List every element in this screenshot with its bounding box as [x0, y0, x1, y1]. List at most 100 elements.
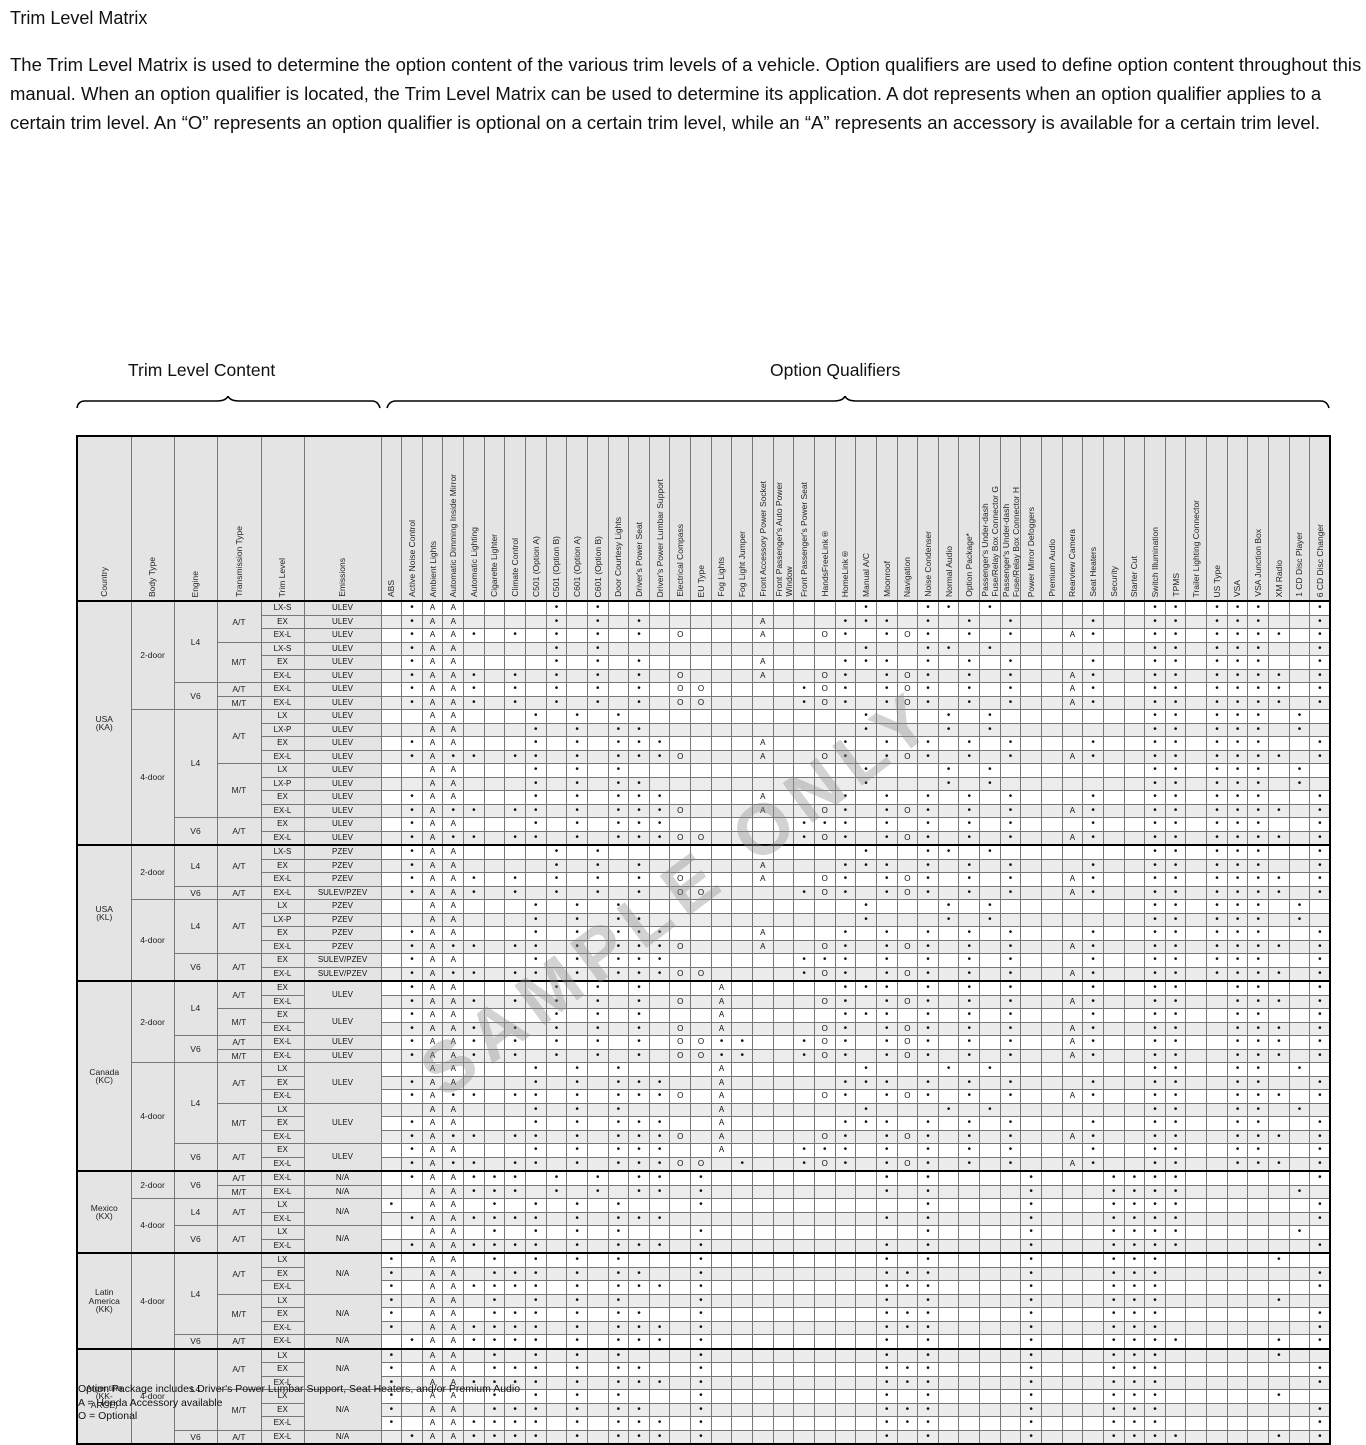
- matrix-cell: •: [875, 803, 898, 818]
- matrix-cell: •: [917, 1198, 939, 1213]
- matrix-cell: O: [896, 1129, 919, 1144]
- matrix-cell: •: [958, 1089, 981, 1104]
- matrix-cell: •: [1268, 668, 1290, 683]
- table-row: EX • A A • • • • • A • • • • • • • • • • • •: [77, 1075, 1331, 1090]
- matrix-cell: •: [607, 1347, 630, 1363]
- matrix-cell: [731, 1266, 754, 1281]
- matrix-cell: [813, 655, 836, 670]
- matrix-cell: •: [1309, 641, 1331, 656]
- matrix-cell: •: [1144, 668, 1166, 683]
- matrix-cell: •: [958, 695, 981, 710]
- matrix-cell: •: [1082, 1008, 1104, 1023]
- matrix-cell: •: [834, 994, 857, 1009]
- matrix-cell: [566, 600, 588, 616]
- matrix-cell: [669, 776, 692, 791]
- matrix-cell: •: [1123, 1375, 1146, 1390]
- matrix-cell: [793, 1075, 815, 1090]
- matrix-cell: [463, 1225, 485, 1240]
- matrix-cell: [401, 1102, 423, 1117]
- matrix-cell: •: [1144, 1102, 1166, 1117]
- matrix-cell: •: [1102, 1307, 1125, 1322]
- emissions-cell: ULEV: [303, 1102, 382, 1144]
- matrix-cell: [607, 628, 630, 643]
- matrix-cell: •: [1309, 790, 1331, 805]
- matrix-cell: [793, 655, 815, 670]
- matrix-cell: •: [566, 926, 588, 941]
- matrix-cell: [937, 1035, 960, 1050]
- matrix-cell: [1268, 763, 1290, 778]
- matrix-cell: •: [566, 722, 588, 737]
- matrix-cell: [648, 722, 671, 737]
- matrix-cell: [958, 1389, 981, 1404]
- matrix-cell: •: [1123, 1429, 1146, 1445]
- matrix-cell: [999, 899, 1022, 914]
- matrix-cell: [690, 709, 712, 724]
- matrix-cell: [731, 749, 754, 764]
- matrix-cell: [1041, 1198, 1063, 1213]
- matrix-cell: •: [463, 1238, 485, 1254]
- matrix-cell: •: [1082, 817, 1104, 832]
- matrix-cell: A: [421, 668, 444, 683]
- matrix-cell: •: [813, 953, 836, 968]
- matrix-cell: [834, 1429, 857, 1445]
- trim-level-cell: EX-L: [260, 695, 305, 710]
- matrix-cell: [1061, 1429, 1084, 1445]
- matrix-cell: [855, 1252, 877, 1268]
- matrix-cell: [1041, 803, 1063, 818]
- matrix-cell: [690, 953, 712, 968]
- matrix-cell: [1288, 1307, 1311, 1322]
- matrix-cell: [793, 899, 815, 914]
- matrix-cell: [545, 1129, 568, 1144]
- matrix-cell: •: [958, 682, 981, 697]
- matrix-cell: •: [566, 912, 588, 927]
- matrix-cell: [1247, 1375, 1270, 1390]
- matrix-cell: [1226, 1293, 1249, 1308]
- matrix-cell: [1020, 803, 1042, 818]
- matrix-cell: [607, 1048, 630, 1063]
- matrix-cell: •: [628, 614, 650, 629]
- option-header-label: XM Radio: [1273, 559, 1284, 597]
- matrix-cell: [772, 1211, 795, 1226]
- matrix-cell: •: [875, 1307, 898, 1322]
- matrix-cell: [731, 1211, 754, 1226]
- matrix-cell: •: [1206, 803, 1228, 818]
- matrix-cell: •: [1144, 994, 1166, 1009]
- matrix-cell: •: [1144, 1334, 1166, 1349]
- matrix-cell: [1061, 790, 1084, 805]
- matrix-cell: [979, 1035, 1001, 1050]
- matrix-cell: •: [483, 1320, 506, 1335]
- option-header-cell: Option Package*: [958, 435, 981, 602]
- matrix-cell: [1041, 1320, 1063, 1335]
- matrix-cell: [1123, 736, 1146, 751]
- matrix-cell: O: [669, 994, 692, 1009]
- matrix-cell: •: [1144, 1116, 1166, 1131]
- matrix-cell: O: [896, 1156, 919, 1172]
- matrix-cell: [690, 1089, 712, 1104]
- matrix-cell: •: [1144, 1035, 1166, 1050]
- matrix-cell: [1288, 844, 1311, 860]
- matrix-cell: [813, 600, 836, 616]
- matrix-cell: A: [421, 1075, 444, 1090]
- matrix-cell: [1020, 600, 1042, 616]
- matrix-cell: O: [813, 1048, 836, 1063]
- matrix-cell: [586, 1347, 609, 1363]
- matrix-cell: [1123, 926, 1146, 941]
- matrix-cell: [483, 966, 506, 982]
- matrix-cell: •: [793, 1156, 815, 1172]
- matrix-cell: •: [607, 830, 630, 846]
- matrix-cell: •: [917, 600, 939, 616]
- matrix-cell: A: [421, 1089, 444, 1104]
- matrix-cell: [690, 614, 712, 629]
- matrix-cell: •: [628, 830, 650, 846]
- matrix-cell: [1041, 709, 1063, 724]
- matrix-cell: [917, 776, 939, 791]
- matrix-cell: A: [1061, 1156, 1084, 1172]
- matrix-cell: [1020, 885, 1042, 900]
- matrix-cell: [566, 628, 588, 643]
- table-row: USA (KL) 2-door L4 A/T LX-S PZEV • A A • • • • • • • • • •…: [76, 844, 1331, 982]
- matrix-cell: •: [1144, 655, 1166, 670]
- matrix-cell: [1082, 600, 1104, 616]
- matrix-cell: [979, 1048, 1001, 1063]
- emissions-cell: N/A: [303, 1184, 382, 1199]
- matrix-cell: •: [1247, 1089, 1270, 1104]
